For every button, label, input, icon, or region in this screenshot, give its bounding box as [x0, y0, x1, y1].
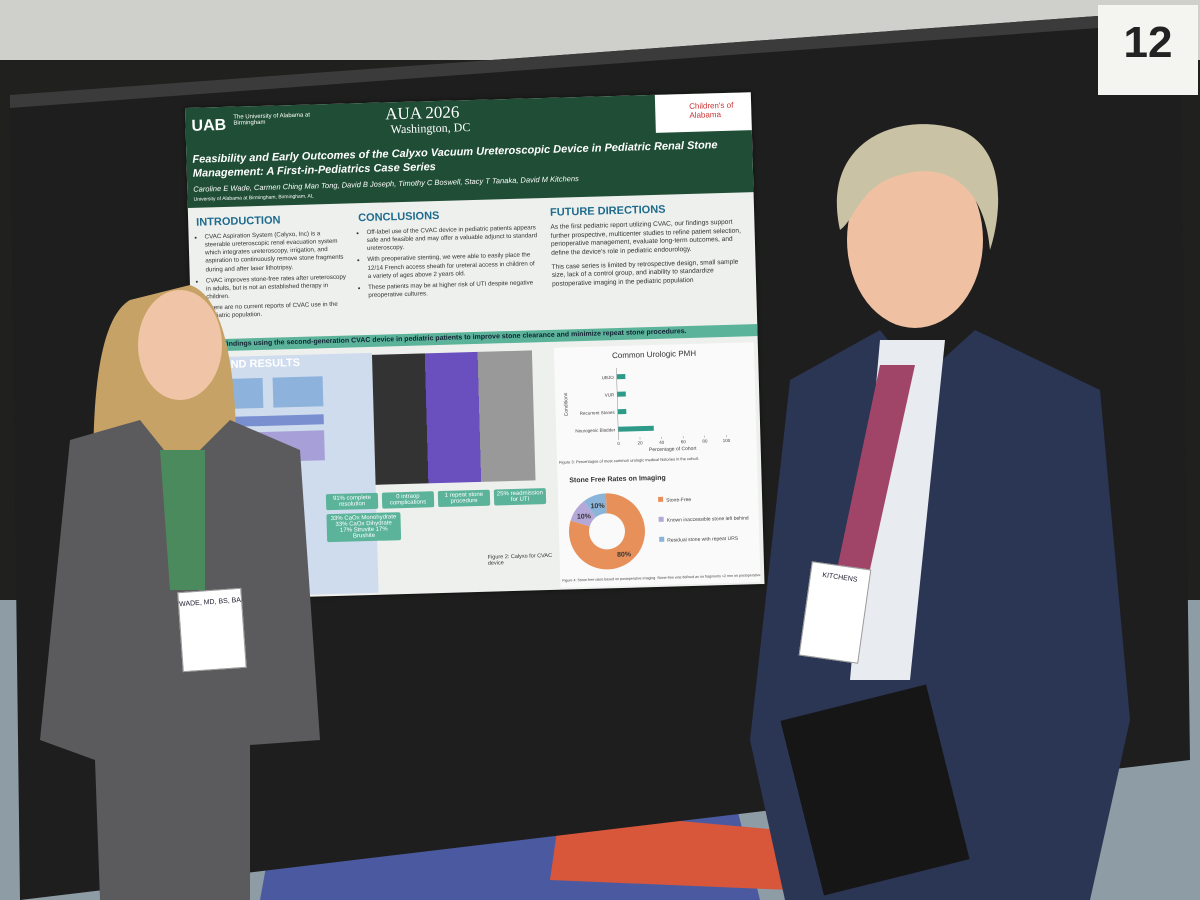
- legend-swatch: [658, 496, 664, 502]
- poster: UAB The University of Alabama at Birming…: [185, 92, 765, 600]
- donut-slice: [568, 493, 645, 570]
- tablet: [780, 684, 970, 896]
- x-tick-label: 20: [638, 440, 644, 445]
- legend-swatch: [659, 536, 665, 542]
- x-axis-label: Percentage of Cohort: [649, 446, 697, 453]
- badge: WADE, MD, BS, BA: [177, 587, 247, 673]
- figure-caption: Figure 3: Percentages of most common uro…: [559, 456, 699, 465]
- charts: Common Urologic PMH UBJO VUR Recurrent Ston…: [559, 349, 765, 583]
- y-tick-label: Neurogenic Bladder: [575, 427, 615, 433]
- chart-title: Common Urologic PMH: [612, 349, 696, 360]
- top: [160, 450, 205, 590]
- y-tick-label: VUR: [605, 392, 615, 397]
- donut-slice: [583, 493, 607, 518]
- donut-slice: [570, 501, 597, 527]
- x-tick-label: 80: [702, 439, 708, 444]
- bar: [617, 391, 626, 397]
- chart-panel: Common Urologic PMH UBJO VUR Recurrent Ston…: [553, 342, 765, 588]
- legend-label: Known inaccessible stone left behind: [667, 515, 749, 523]
- x-tick-label: 40: [659, 440, 665, 445]
- face: [138, 290, 222, 400]
- board-number: 12: [1123, 18, 1173, 67]
- axis: [616, 368, 619, 439]
- legend-swatch: [658, 516, 664, 522]
- carpet-pattern: [550, 810, 790, 890]
- value-label: 80%: [617, 551, 632, 558]
- bar: [618, 425, 654, 432]
- value-label: 10%: [591, 503, 606, 510]
- jacket: [40, 420, 320, 900]
- board-frame: [10, 10, 1180, 108]
- x-tick-label: 100: [723, 438, 731, 443]
- chart-title: Stone Free Rates on Imaging: [569, 475, 666, 485]
- y-tick-label: Recurrent Stones: [580, 410, 616, 416]
- board-card: [1098, 5, 1198, 95]
- hair: [836, 124, 999, 250]
- bar: [616, 374, 626, 380]
- figure-caption: Figure 4: Stone-free rates based on post…: [562, 573, 760, 583]
- face: [847, 152, 983, 328]
- value-label: 10%: [577, 513, 592, 520]
- legend-label: Stone-Free: [666, 497, 691, 504]
- y-axis-label: Conditions: [563, 392, 570, 416]
- x-tick-label: 60: [681, 439, 687, 444]
- bar: [617, 409, 627, 415]
- legend-label: Residual stone with repeat URS: [667, 536, 739, 544]
- x-tick-label: 0: [617, 441, 620, 446]
- y-tick-label: UBJO: [602, 375, 615, 380]
